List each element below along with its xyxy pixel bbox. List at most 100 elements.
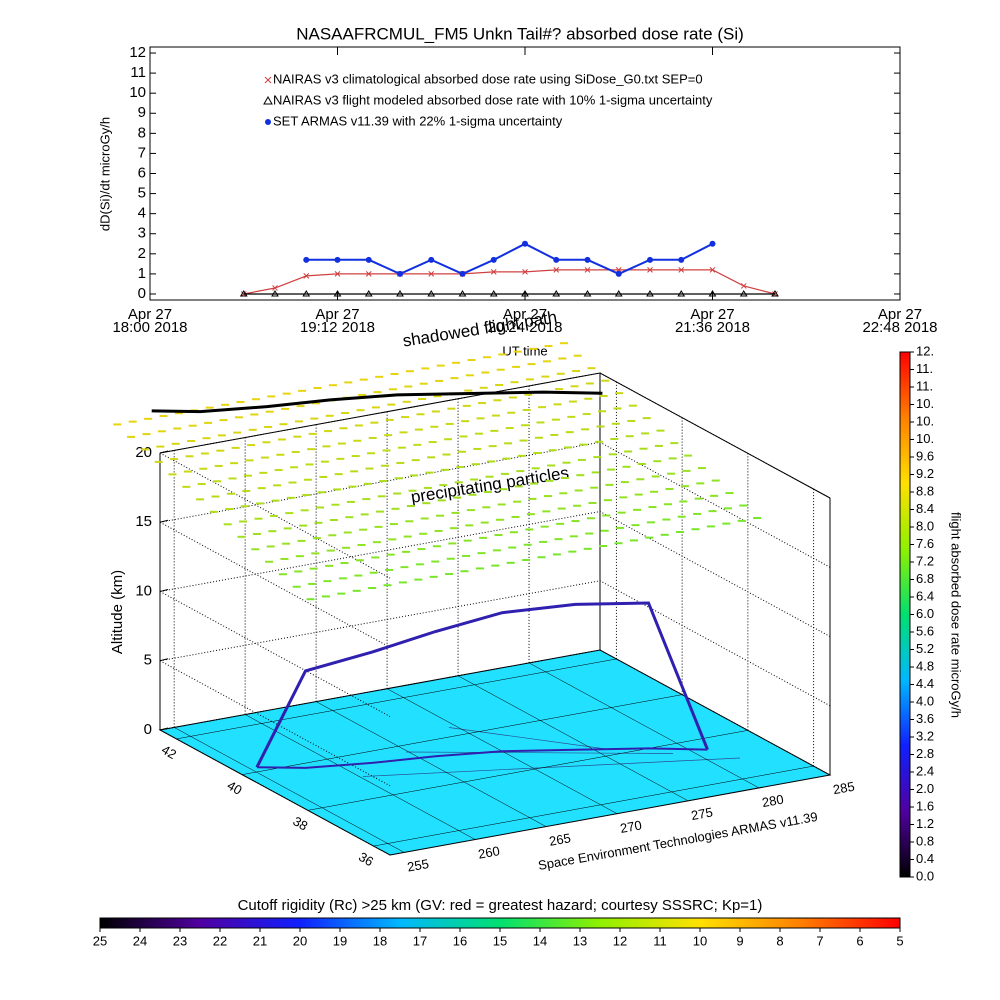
data-point xyxy=(583,290,592,297)
data-point xyxy=(303,273,310,279)
colorbar-tick-label: 25 xyxy=(93,933,107,948)
data-point xyxy=(677,290,686,297)
legend-symbol xyxy=(263,95,273,105)
colorbar-tick-label: 10. xyxy=(916,413,934,428)
data-point xyxy=(365,271,372,277)
colorbar-tick-label: 3.6 xyxy=(916,711,934,726)
colorbar-tick-label: 12. xyxy=(916,343,934,358)
shadow-path xyxy=(151,390,603,414)
colorbar-tick-label: 16 xyxy=(453,933,467,948)
grid-line xyxy=(159,521,391,648)
colorbar-tick-label: 2.0 xyxy=(916,781,934,796)
series-line xyxy=(243,269,776,295)
series-line xyxy=(306,242,713,275)
colorbar xyxy=(99,917,901,929)
data-point xyxy=(334,271,341,277)
data-point xyxy=(490,256,497,263)
x-tick-label: 255 xyxy=(406,856,430,875)
x-tick-label: 18:00 2018 xyxy=(112,319,187,336)
colorbar-tick-label: 6 xyxy=(856,933,863,948)
data-point xyxy=(709,240,716,247)
box-edge xyxy=(159,372,831,499)
colorbar-tick-label: 20 xyxy=(293,933,307,948)
data-point xyxy=(708,290,717,297)
z-tick xyxy=(159,727,169,731)
data-point xyxy=(709,267,716,273)
data-point xyxy=(615,270,622,277)
y-tick-label: 9 xyxy=(138,104,146,121)
data-point xyxy=(553,267,560,273)
colorbar-tick-label: 6.0 xyxy=(916,606,934,621)
colorbar-tick-label: 10. xyxy=(916,431,934,446)
colorbar-tick-label: 9 xyxy=(736,933,743,948)
colorbar-tick-label: 6.8 xyxy=(916,571,934,586)
data-point xyxy=(365,256,372,263)
colorbar-tick-label: 0.8 xyxy=(916,833,934,848)
y-tick-label: 36 xyxy=(356,849,376,869)
colorbar-tick-label: 5.2 xyxy=(916,641,934,656)
colorbar-tick-label: 8.0 xyxy=(916,518,934,533)
data-point xyxy=(521,290,529,297)
colorbar-tick-label: 12 xyxy=(613,933,627,948)
data-point xyxy=(490,269,497,275)
grid-line xyxy=(457,675,689,802)
colorbar-tick-label: 0.0 xyxy=(916,868,934,883)
colorbar-tick-label: 7.6 xyxy=(916,536,934,551)
z-tick xyxy=(159,589,169,592)
data-point xyxy=(302,290,311,297)
colorbar-tick-label: 4.4 xyxy=(916,676,934,691)
colorbar-tick-label: 10 xyxy=(693,933,707,948)
colorbar-tick-label: 11. xyxy=(916,361,933,376)
data-point xyxy=(647,267,653,273)
data-point xyxy=(397,270,403,277)
colorbar-tick-label: 0.4 xyxy=(916,851,934,866)
x-tick-label: Apr 27 xyxy=(878,306,922,323)
y-tick-label: 10 xyxy=(129,84,146,101)
data-point xyxy=(584,256,591,263)
z-tick xyxy=(159,658,169,662)
legend-label: NAIRAS v3 climatological absorbed dose r… xyxy=(273,71,703,86)
grid-line xyxy=(307,730,748,811)
colorbar-tick-label: 22 xyxy=(213,933,227,948)
map-outline xyxy=(405,751,674,754)
z-tick-label: 0 xyxy=(144,721,152,738)
map-outline xyxy=(362,757,741,777)
colorbar-title: Cutoff rigidity (Rc) >25 km (GV: red = g… xyxy=(238,897,763,914)
colorbar-tick-label: 17 xyxy=(413,933,427,948)
colorbar-tick-label: 15 xyxy=(493,933,507,948)
y-tick-label: 7 xyxy=(138,144,146,161)
map-outline xyxy=(448,727,607,750)
colorbar-tick-label: 19 xyxy=(333,933,347,948)
colorbar-tick-label: 9.2 xyxy=(916,466,934,481)
y-tick-label: 38 xyxy=(290,813,310,833)
grid-line xyxy=(316,701,547,827)
z-tick-label: 5 xyxy=(144,652,152,669)
data-point xyxy=(239,290,248,297)
y-tick-label: 8 xyxy=(138,124,146,141)
data-point xyxy=(740,283,747,289)
data-point xyxy=(552,290,561,297)
colorbar-tick-label: 4.0 xyxy=(916,693,934,708)
legend-label: NAIRAS v3 flight modeled absorbed dose r… xyxy=(273,92,713,107)
colorbar-tick-label: 18 xyxy=(373,933,387,948)
x-tick-label: Apr 27 xyxy=(503,306,547,323)
x-tick-label: 270 xyxy=(619,817,643,836)
colorbar-tick-label: 7 xyxy=(816,933,823,948)
colorbar-tick-label: 14 xyxy=(533,933,547,948)
y-tick-label: 3 xyxy=(138,225,146,242)
data-point xyxy=(428,256,435,263)
colorbar-tick-label: 6.4 xyxy=(916,588,934,603)
x-tick-label: 22:48 2018 xyxy=(862,319,937,336)
y-tick-label: 1 xyxy=(138,265,146,282)
grid-line xyxy=(174,727,405,853)
x-tick-label: 280 xyxy=(761,792,785,811)
x-axis-label: UT time xyxy=(502,343,547,358)
data-point xyxy=(522,269,528,275)
colorbar-label: flight absorbed dose rate microGy/h xyxy=(949,512,964,718)
chart-title: NASAAFRCMUL_FM5 Unkn Tail#? absorbed dos… xyxy=(296,24,744,43)
colorbar-tick-label: 11 xyxy=(653,933,667,948)
colorbar-tick-label: 2.8 xyxy=(916,746,934,761)
colorbar-tick-label: 10. xyxy=(916,396,934,411)
colorbar-tick-label: 7.2 xyxy=(916,553,934,568)
y-tick-label: 0 xyxy=(138,285,146,302)
